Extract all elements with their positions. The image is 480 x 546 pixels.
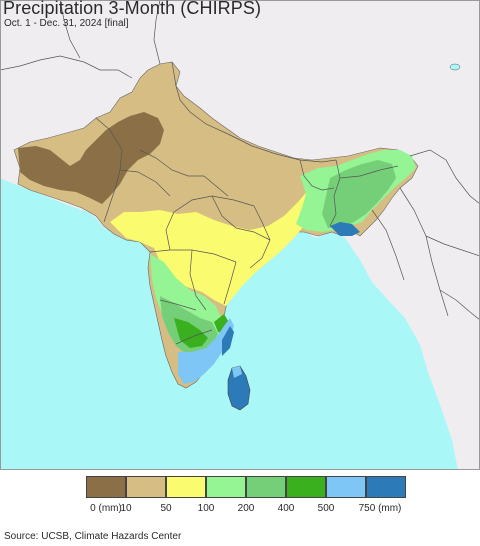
legend-swatch-0 [86,476,126,498]
legend-label-7: 750 (mm) [358,503,402,514]
legend-swatch-5 [286,476,326,498]
outside-borders [0,0,480,321]
sri-lanka [227,365,251,411]
legend-swatch-1 [126,476,166,498]
legend-label-3: 100 [197,503,215,514]
borders [95,61,399,345]
yellow-band [110,178,330,306]
legend-label-2: 50 [160,503,172,514]
legend-swatch-7 [366,476,406,498]
legend-label-6: 500 [317,503,335,514]
map-title: Precipitation 3-Month (CHIRPS) [3,0,262,18]
map-subtitle: Oct. 1 - Dec. 31, 2024 [final] [4,18,129,29]
legend-bar [86,476,408,498]
legend-label-4: 200 [237,503,255,514]
legend-label-5: 400 [277,503,295,514]
legend-swatch-6 [326,476,366,498]
lake [449,63,461,71]
medgreen-ne [322,160,396,228]
arid-region [18,112,164,204]
sri-lanka-north [232,366,242,378]
legend-swatch-4 [246,476,286,498]
blue-south [178,318,234,384]
darkgreen-patch [174,318,208,348]
legend-swatch-3 [206,476,246,498]
darkblue-coast [222,326,234,356]
source-credit: Source: UCSB, Climate Hazards Center [4,531,182,542]
legend-swatch-2 [166,476,206,498]
legend-label-1: 10 [120,503,132,514]
ne-darkblue [330,222,360,236]
legend-label-0: 0 (mm) [90,503,122,514]
